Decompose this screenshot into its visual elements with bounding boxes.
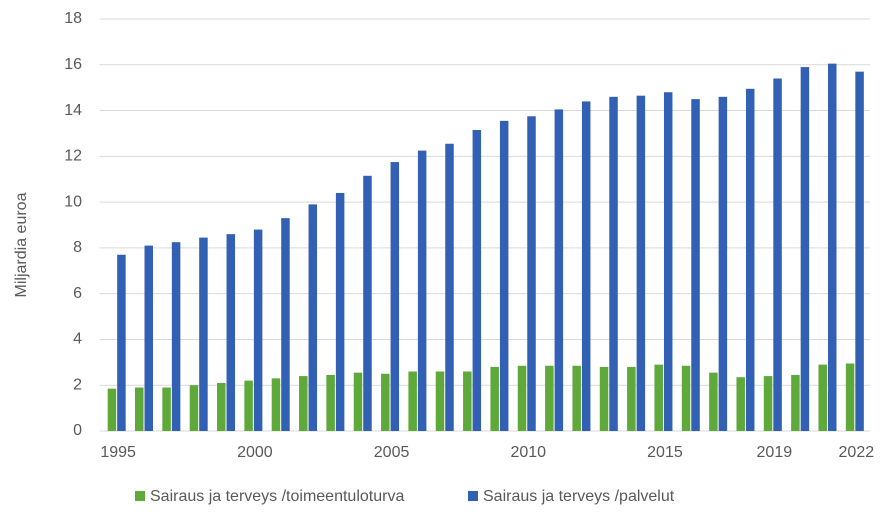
bar (827, 63, 837, 432)
bar (527, 116, 536, 432)
bar (299, 376, 308, 431)
bar (135, 387, 144, 431)
bar (117, 254, 126, 431)
bar (599, 366, 609, 431)
bar (490, 366, 499, 431)
x-tick-label: 2000 (237, 444, 273, 461)
bar (308, 204, 318, 431)
y-tick-label: 10 (64, 193, 82, 210)
x-tick-label: 2022 (839, 444, 875, 461)
bar (271, 378, 281, 431)
y-tick-label: 6 (73, 285, 82, 302)
bar (763, 376, 773, 431)
bar (545, 365, 554, 431)
bar (162, 387, 171, 431)
bar (463, 371, 472, 431)
bar (736, 377, 745, 431)
bar (244, 380, 253, 431)
legend-swatch (135, 491, 145, 501)
bar (472, 130, 482, 431)
bar (691, 99, 700, 431)
y-axis-label: Miljardia euroa (13, 192, 30, 297)
bar (199, 237, 208, 431)
bar (636, 95, 646, 431)
y-tick-label: 12 (64, 148, 82, 165)
legend-label: Sairaus ja terveys /palvelut (483, 488, 675, 505)
bar (572, 365, 581, 431)
bar (408, 371, 417, 431)
bar (709, 372, 718, 431)
bar (390, 162, 400, 432)
bar (681, 365, 691, 431)
legend-swatch (468, 491, 478, 501)
bar (855, 71, 864, 432)
bar (253, 229, 263, 431)
y-tick-label: 0 (73, 422, 82, 439)
x-tick-label: 2015 (647, 444, 683, 461)
bar (554, 109, 564, 432)
bar (363, 175, 372, 431)
y-tick-label: 18 (64, 10, 82, 27)
x-tick-label: 2019 (757, 444, 793, 461)
x-tick-label: 2005 (374, 444, 410, 461)
bar (417, 150, 427, 431)
bar (663, 92, 673, 431)
bar (627, 366, 636, 431)
y-tick-label: 16 (64, 56, 82, 73)
y-tick-label: 14 (64, 102, 82, 119)
legend-label: Sairaus ja terveys /toimeentuloturva (150, 488, 404, 505)
bar (353, 372, 363, 431)
bar (517, 365, 527, 431)
bar (381, 373, 390, 431)
bar (718, 96, 728, 432)
x-tick-label: 2010 (510, 444, 546, 461)
bar (281, 218, 290, 431)
bar (445, 143, 454, 431)
bar (581, 101, 591, 432)
bar (435, 371, 445, 431)
bar (845, 363, 855, 431)
bar (107, 388, 117, 431)
bar (773, 78, 782, 431)
y-tick-label: 4 (73, 331, 82, 348)
bar (217, 382, 226, 431)
bar (144, 245, 154, 431)
bar (335, 192, 345, 431)
bar (818, 364, 827, 431)
bar (226, 234, 236, 431)
bar (609, 96, 618, 432)
bar (791, 374, 800, 431)
bar (745, 88, 755, 432)
bar (654, 364, 663, 431)
y-tick-label: 8 (73, 239, 82, 256)
y-tick-label: 2 (73, 376, 82, 393)
x-tick-label: 1995 (100, 444, 136, 461)
bar (171, 242, 181, 431)
bar (800, 67, 810, 432)
bar (499, 120, 509, 431)
bar (326, 374, 335, 431)
bar (189, 385, 199, 431)
